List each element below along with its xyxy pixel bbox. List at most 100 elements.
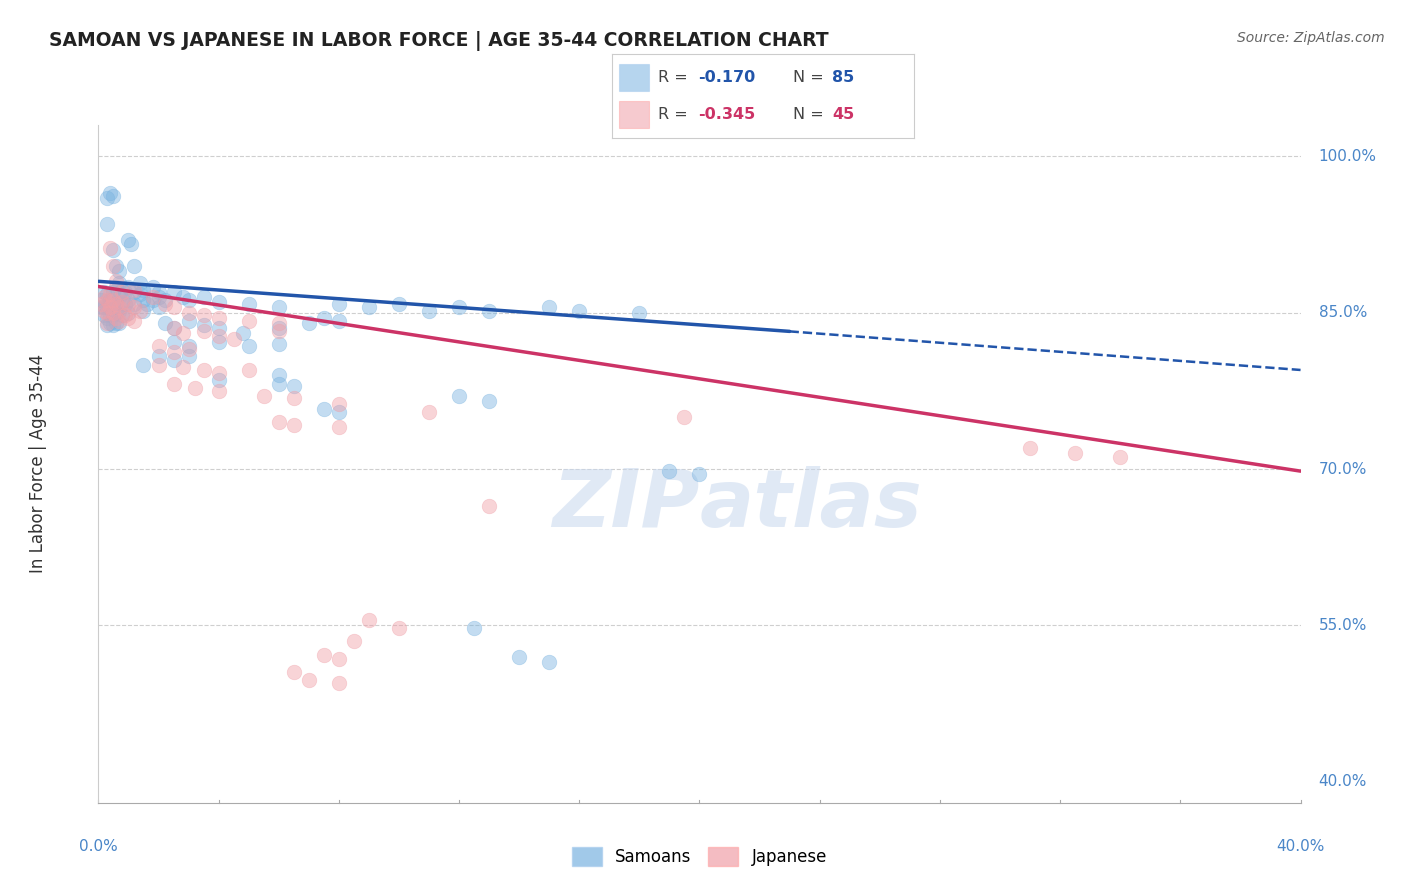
- Point: [172, 326, 194, 341]
- Point: [193, 363, 215, 377]
- Point: [111, 308, 134, 322]
- Point: [222, 332, 245, 346]
- Point: [148, 358, 170, 372]
- Text: 55.0%: 55.0%: [1319, 618, 1367, 633]
- Point: [267, 415, 290, 429]
- Point: [688, 467, 710, 482]
- Point: [103, 285, 125, 299]
- Point: [96, 286, 118, 301]
- Point: [478, 303, 501, 318]
- Text: 40.0%: 40.0%: [1319, 774, 1367, 789]
- Point: [141, 290, 163, 304]
- Point: [132, 293, 155, 307]
- Text: ZIP: ZIP: [553, 466, 699, 543]
- Point: [132, 283, 155, 297]
- Point: [96, 293, 118, 307]
- Point: [96, 191, 118, 205]
- Point: [172, 290, 194, 304]
- Text: R =: R =: [658, 70, 688, 85]
- Point: [162, 321, 184, 335]
- Text: 70.0%: 70.0%: [1319, 461, 1367, 476]
- Point: [117, 310, 139, 325]
- Point: [111, 283, 134, 297]
- Point: [111, 295, 134, 310]
- Text: Source: ZipAtlas.com: Source: ZipAtlas.com: [1237, 31, 1385, 45]
- Point: [148, 285, 170, 299]
- Point: [132, 303, 155, 318]
- Text: 40.0%: 40.0%: [1277, 839, 1324, 855]
- Point: [267, 325, 290, 339]
- Point: [267, 321, 290, 335]
- Point: [105, 295, 128, 310]
- Point: [108, 314, 131, 328]
- Point: [267, 376, 290, 391]
- Point: [96, 318, 118, 332]
- Point: [193, 325, 215, 339]
- Point: [108, 290, 131, 304]
- Point: [283, 665, 305, 680]
- Point: [418, 303, 440, 318]
- Point: [388, 621, 411, 635]
- Point: [96, 316, 118, 330]
- Point: [283, 418, 305, 433]
- Point: [93, 308, 115, 322]
- Point: [90, 293, 112, 307]
- Text: -0.170: -0.170: [697, 70, 755, 85]
- Point: [208, 321, 231, 335]
- Point: [105, 310, 128, 325]
- Point: [148, 301, 170, 315]
- Point: [124, 283, 146, 297]
- Point: [162, 334, 184, 349]
- Point: [105, 274, 128, 288]
- Point: [328, 314, 350, 328]
- Point: [153, 316, 176, 330]
- Point: [124, 259, 146, 273]
- Point: [108, 264, 131, 278]
- Point: [238, 297, 260, 311]
- Point: [193, 308, 215, 322]
- Point: [132, 358, 155, 372]
- Point: [105, 316, 128, 330]
- Point: [172, 359, 194, 374]
- Point: [103, 297, 125, 311]
- Point: [177, 339, 200, 353]
- Point: [135, 297, 157, 311]
- Point: [96, 310, 118, 325]
- Point: [267, 316, 290, 330]
- Point: [96, 301, 118, 315]
- Point: [208, 373, 231, 387]
- Text: 0.0%: 0.0%: [79, 839, 118, 855]
- Point: [100, 241, 122, 255]
- Point: [148, 350, 170, 364]
- Point: [100, 186, 122, 200]
- Point: [238, 314, 260, 328]
- Point: [328, 297, 350, 311]
- Text: 45: 45: [832, 107, 855, 122]
- Point: [267, 337, 290, 351]
- Point: [153, 293, 176, 307]
- Point: [208, 366, 231, 380]
- Point: [267, 368, 290, 383]
- Point: [508, 649, 530, 664]
- Point: [267, 301, 290, 315]
- Point: [103, 308, 125, 322]
- Text: N =: N =: [793, 107, 824, 122]
- Point: [357, 301, 380, 315]
- Point: [124, 301, 146, 315]
- Point: [100, 316, 122, 330]
- Bar: [619, 63, 650, 91]
- Point: [232, 326, 254, 341]
- Point: [1064, 446, 1087, 460]
- Point: [1109, 450, 1132, 464]
- Point: [129, 303, 152, 318]
- Point: [96, 305, 118, 319]
- Point: [129, 277, 152, 291]
- Point: [328, 652, 350, 666]
- Text: 85: 85: [832, 70, 855, 85]
- Point: [103, 189, 125, 203]
- Point: [141, 279, 163, 293]
- Point: [103, 243, 125, 257]
- Point: [1019, 441, 1042, 455]
- Point: [103, 293, 125, 307]
- Point: [312, 648, 335, 662]
